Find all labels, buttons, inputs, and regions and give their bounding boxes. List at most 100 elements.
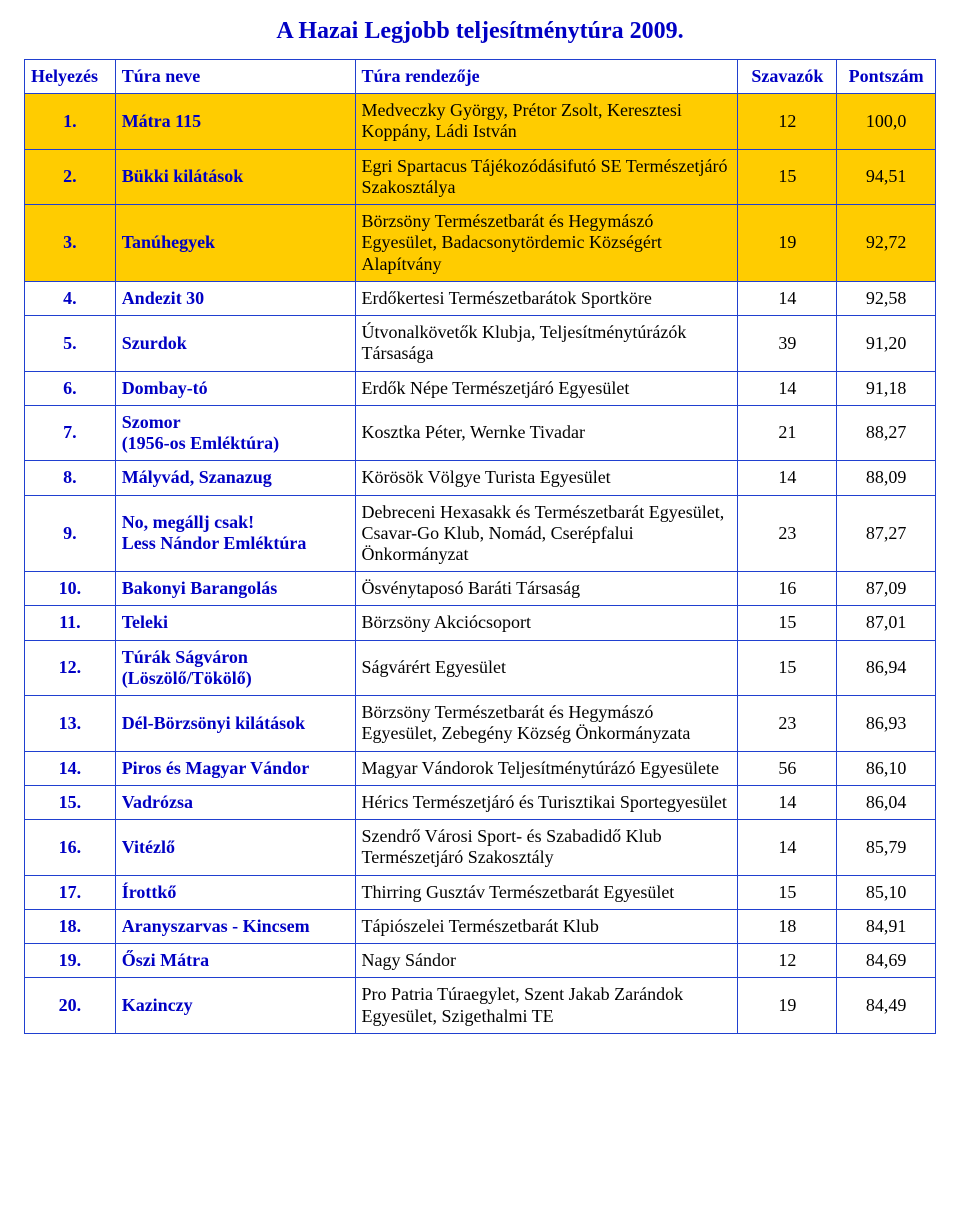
cell-points: 86,94 (837, 640, 936, 695)
cell-name: Vadrózsa (115, 785, 355, 819)
cell-rank: 13. (25, 696, 116, 751)
cell-rank: 15. (25, 785, 116, 819)
cell-votes: 14 (738, 785, 837, 819)
cell-votes: 23 (738, 696, 837, 751)
cell-rank: 8. (25, 461, 116, 495)
cell-votes: 16 (738, 572, 837, 606)
cell-org: Magyar Vándorok Teljesítménytúrázó Egyes… (355, 751, 738, 785)
cell-org: Börzsöny Természetbarát és Hegymászó Egy… (355, 205, 738, 282)
cell-votes: 18 (738, 909, 837, 943)
cell-org: Börzsöny Természetbarát és Hegymászó Egy… (355, 696, 738, 751)
table-row: 8.Mályvád, SzanazugKörösök Völgye Turist… (25, 461, 936, 495)
cell-name: Mátra 115 (115, 94, 355, 149)
cell-points: 86,04 (837, 785, 936, 819)
cell-points: 100,0 (837, 94, 936, 149)
cell-org: Erdőkertesi Természetbarátok Sportköre (355, 281, 738, 315)
cell-org: Börzsöny Akciócsoport (355, 606, 738, 640)
cell-name: Dombay-tó (115, 371, 355, 405)
cell-votes: 14 (738, 281, 837, 315)
cell-org: Medveczky György, Prétor Zsolt, Kereszte… (355, 94, 738, 149)
cell-name: Tanúhegyek (115, 205, 355, 282)
cell-org: Ösvénytaposó Baráti Társaság (355, 572, 738, 606)
cell-votes: 15 (738, 640, 837, 695)
cell-rank: 14. (25, 751, 116, 785)
cell-votes: 23 (738, 495, 837, 572)
cell-name: Kazinczy (115, 978, 355, 1033)
cell-org: Erdők Népe Természetjáró Egyesület (355, 371, 738, 405)
table-row: 18.Aranyszarvas - KincsemTápiószelei Ter… (25, 909, 936, 943)
table-row: 14.Piros és Magyar VándorMagyar Vándorok… (25, 751, 936, 785)
table-row: 12.Túrák Ságváron(Löszölő/Tökölő)Ságváré… (25, 640, 936, 695)
cell-votes: 14 (738, 820, 837, 875)
table-row: 15.VadrózsaHérics Természetjáró és Turis… (25, 785, 936, 819)
cell-name: Bükki kilátások (115, 149, 355, 204)
cell-points: 87,27 (837, 495, 936, 572)
cell-points: 85,79 (837, 820, 936, 875)
cell-rank: 6. (25, 371, 116, 405)
cell-name: Piros és Magyar Vándor (115, 751, 355, 785)
cell-org: Szendrő Városi Sport- és Szabadidő Klub … (355, 820, 738, 875)
cell-points: 84,49 (837, 978, 936, 1033)
table-row: 3.TanúhegyekBörzsöny Természetbarát és H… (25, 205, 936, 282)
cell-rank: 11. (25, 606, 116, 640)
cell-org: Thirring Gusztáv Természetbarát Egyesüle… (355, 875, 738, 909)
cell-points: 86,93 (837, 696, 936, 751)
cell-rank: 18. (25, 909, 116, 943)
table-row: 1.Mátra 115Medveczky György, Prétor Zsol… (25, 94, 936, 149)
cell-org: Útvonalkövetők Klubja, Teljesítménytúráz… (355, 316, 738, 371)
table-row: 13.Dél-Börzsönyi kilátásokBörzsöny Termé… (25, 696, 936, 751)
cell-rank: 5. (25, 316, 116, 371)
cell-rank: 10. (25, 572, 116, 606)
cell-points: 86,10 (837, 751, 936, 785)
cell-votes: 21 (738, 405, 837, 460)
cell-org: Kosztka Péter, Wernke Tivadar (355, 405, 738, 460)
cell-votes: 15 (738, 606, 837, 640)
cell-points: 87,09 (837, 572, 936, 606)
table-row: 20.KazinczyPro Patria Túraegylet, Szent … (25, 978, 936, 1033)
cell-name: Aranyszarvas - Kincsem (115, 909, 355, 943)
cell-points: 84,91 (837, 909, 936, 943)
cell-org: Debreceni Hexasakk és Természetbarát Egy… (355, 495, 738, 572)
cell-points: 91,18 (837, 371, 936, 405)
cell-name: Vitézlő (115, 820, 355, 875)
results-table: Helyezés Túra neve Túra rendezője Szavaz… (24, 59, 936, 1034)
table-row: 17.ÍrottkőThirring Gusztáv Természetbará… (25, 875, 936, 909)
cell-org: Hérics Természetjáró és Turisztikai Spor… (355, 785, 738, 819)
col-points: Pontszám (837, 60, 936, 94)
table-row: 16.VitézlőSzendrő Városi Sport- és Szaba… (25, 820, 936, 875)
cell-org: Nagy Sándor (355, 944, 738, 978)
table-row: 6.Dombay-tóErdők Népe Természetjáró Egye… (25, 371, 936, 405)
cell-rank: 16. (25, 820, 116, 875)
cell-rank: 19. (25, 944, 116, 978)
cell-rank: 17. (25, 875, 116, 909)
cell-votes: 15 (738, 149, 837, 204)
cell-points: 88,27 (837, 405, 936, 460)
cell-votes: 19 (738, 205, 837, 282)
cell-name: Andezit 30 (115, 281, 355, 315)
col-org: Túra rendezője (355, 60, 738, 94)
table-row: 19.Őszi MátraNagy Sándor1284,69 (25, 944, 936, 978)
table-row: 10.Bakonyi BarangolásÖsvénytaposó Baráti… (25, 572, 936, 606)
table-row: 7.Szomor(1956-os Emléktúra)Kosztka Péter… (25, 405, 936, 460)
cell-org: Tápiószelei Természetbarát Klub (355, 909, 738, 943)
cell-points: 92,58 (837, 281, 936, 315)
col-rank: Helyezés (25, 60, 116, 94)
cell-points: 91,20 (837, 316, 936, 371)
cell-votes: 19 (738, 978, 837, 1033)
cell-rank: 4. (25, 281, 116, 315)
cell-rank: 20. (25, 978, 116, 1033)
table-row: 5.SzurdokÚtvonalkövetők Klubja, Teljesít… (25, 316, 936, 371)
cell-name: No, megállj csak!Less Nándor Emléktúra (115, 495, 355, 572)
col-name: Túra neve (115, 60, 355, 94)
cell-votes: 39 (738, 316, 837, 371)
cell-points: 88,09 (837, 461, 936, 495)
cell-org: Körösök Völgye Turista Egyesület (355, 461, 738, 495)
cell-rank: 2. (25, 149, 116, 204)
cell-points: 84,69 (837, 944, 936, 978)
col-votes: Szavazók (738, 60, 837, 94)
cell-points: 92,72 (837, 205, 936, 282)
table-row: 11.TelekiBörzsöny Akciócsoport1587,01 (25, 606, 936, 640)
cell-org: Ságvárért Egyesület (355, 640, 738, 695)
cell-name: Teleki (115, 606, 355, 640)
cell-name: Írottkő (115, 875, 355, 909)
